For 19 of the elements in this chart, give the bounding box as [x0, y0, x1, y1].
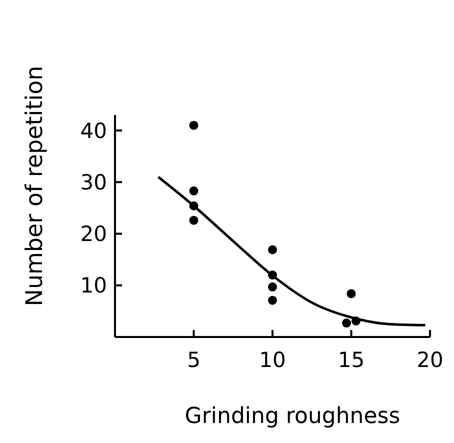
point [189, 120, 198, 130]
y-tick-label: 20 [80, 222, 107, 246]
point [189, 216, 198, 225]
x-axis-title: Grinding roughness [184, 404, 400, 429]
x-tick-label: 10 [259, 348, 286, 372]
x-tick-label: 5 [187, 348, 200, 372]
point [268, 245, 277, 254]
x-tick-label: 15 [338, 348, 365, 372]
point [346, 289, 356, 298]
y-tick-label: 10 [80, 274, 107, 298]
point [268, 296, 277, 305]
line-series [157, 176, 427, 326]
point [268, 282, 277, 292]
point [189, 186, 198, 196]
x-tick-label: 20 [416, 348, 444, 372]
point [342, 318, 352, 328]
y-tick-label: 40 [80, 118, 107, 143]
y-tick-label: 30 [80, 170, 107, 194]
y-axis-title: Number of repetition [22, 66, 48, 306]
